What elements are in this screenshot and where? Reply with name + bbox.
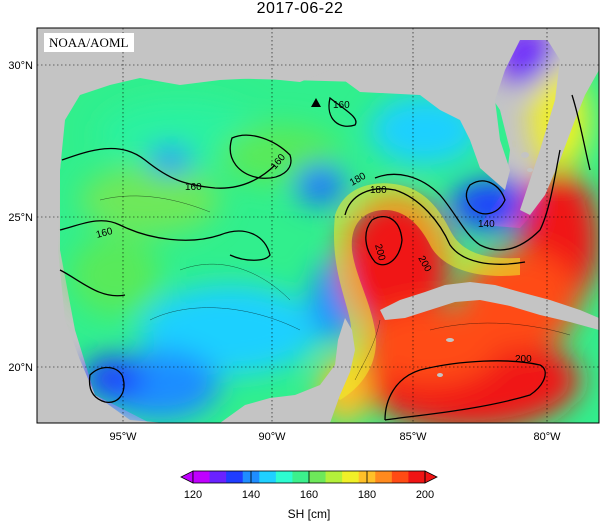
contour-labels: 160 160 160 160 180 180 140 200 200 200 [95, 100, 532, 365]
colorbar-swatch [275, 471, 293, 483]
colorbar-swatch [408, 471, 426, 483]
colorbar-swatch [226, 471, 244, 483]
landmass [37, 28, 599, 423]
colorbar-swatch [325, 471, 343, 483]
lat-label: 30°N [8, 60, 33, 72]
lon-label: 90°W [258, 431, 286, 443]
islands [437, 152, 533, 377]
map-title: 2017-06-22 [256, 0, 344, 17]
lon-label: 95°W [109, 431, 137, 443]
contour-label: 160 [95, 226, 114, 241]
contour-label: 160 [333, 100, 350, 111]
lat-label: 25°N [8, 212, 33, 224]
contour-label: 200 [372, 243, 387, 262]
sea-height-contours [59, 94, 591, 421]
colorbar [180, 470, 438, 484]
map-frame [36, 27, 600, 424]
colorbar-swatch [292, 471, 310, 483]
colorbar-label: SH [cm] [288, 507, 331, 521]
colorbar-swatch [209, 471, 227, 483]
contour-label: 180 [370, 185, 387, 196]
lon-label: 80°W [533, 431, 561, 443]
colorbar-swatch [342, 471, 360, 483]
colorbar-max-arrow [424, 470, 438, 484]
colorbar-swatch [259, 471, 277, 483]
colorbar-tick-label: 180 [358, 489, 376, 501]
longitude-labels: 95°W 90°W 85°W 80°W [109, 431, 561, 443]
colorbar-ticks: 120 140 160 180 200 [184, 489, 434, 501]
colorbar-swatch [391, 471, 409, 483]
minor-contours [99, 195, 571, 381]
lon-label: 85°W [399, 431, 427, 443]
colorbar-tick-label: 140 [242, 489, 260, 501]
colorbar-swatch [375, 471, 393, 483]
agency-box [44, 33, 134, 52]
colorbar-swatch [309, 471, 327, 483]
contour-label: 140 [478, 219, 495, 230]
colorbar-tick-label: 160 [300, 489, 318, 501]
lat-label: 20°N [8, 362, 33, 374]
contour-label: 200 [515, 354, 532, 365]
colorbar-min-arrow [180, 470, 194, 484]
triangle-icon [311, 98, 321, 107]
colorbar-swatch [193, 471, 211, 483]
colorbar-tick-label: 200 [416, 489, 434, 501]
latitude-labels: 30°N 25°N 20°N [8, 60, 33, 374]
contour-label: 160 [185, 182, 202, 193]
agency-label: NOAA/AOML [49, 35, 129, 50]
colorbar-tick-label: 120 [184, 489, 202, 501]
map-grid [37, 28, 599, 423]
